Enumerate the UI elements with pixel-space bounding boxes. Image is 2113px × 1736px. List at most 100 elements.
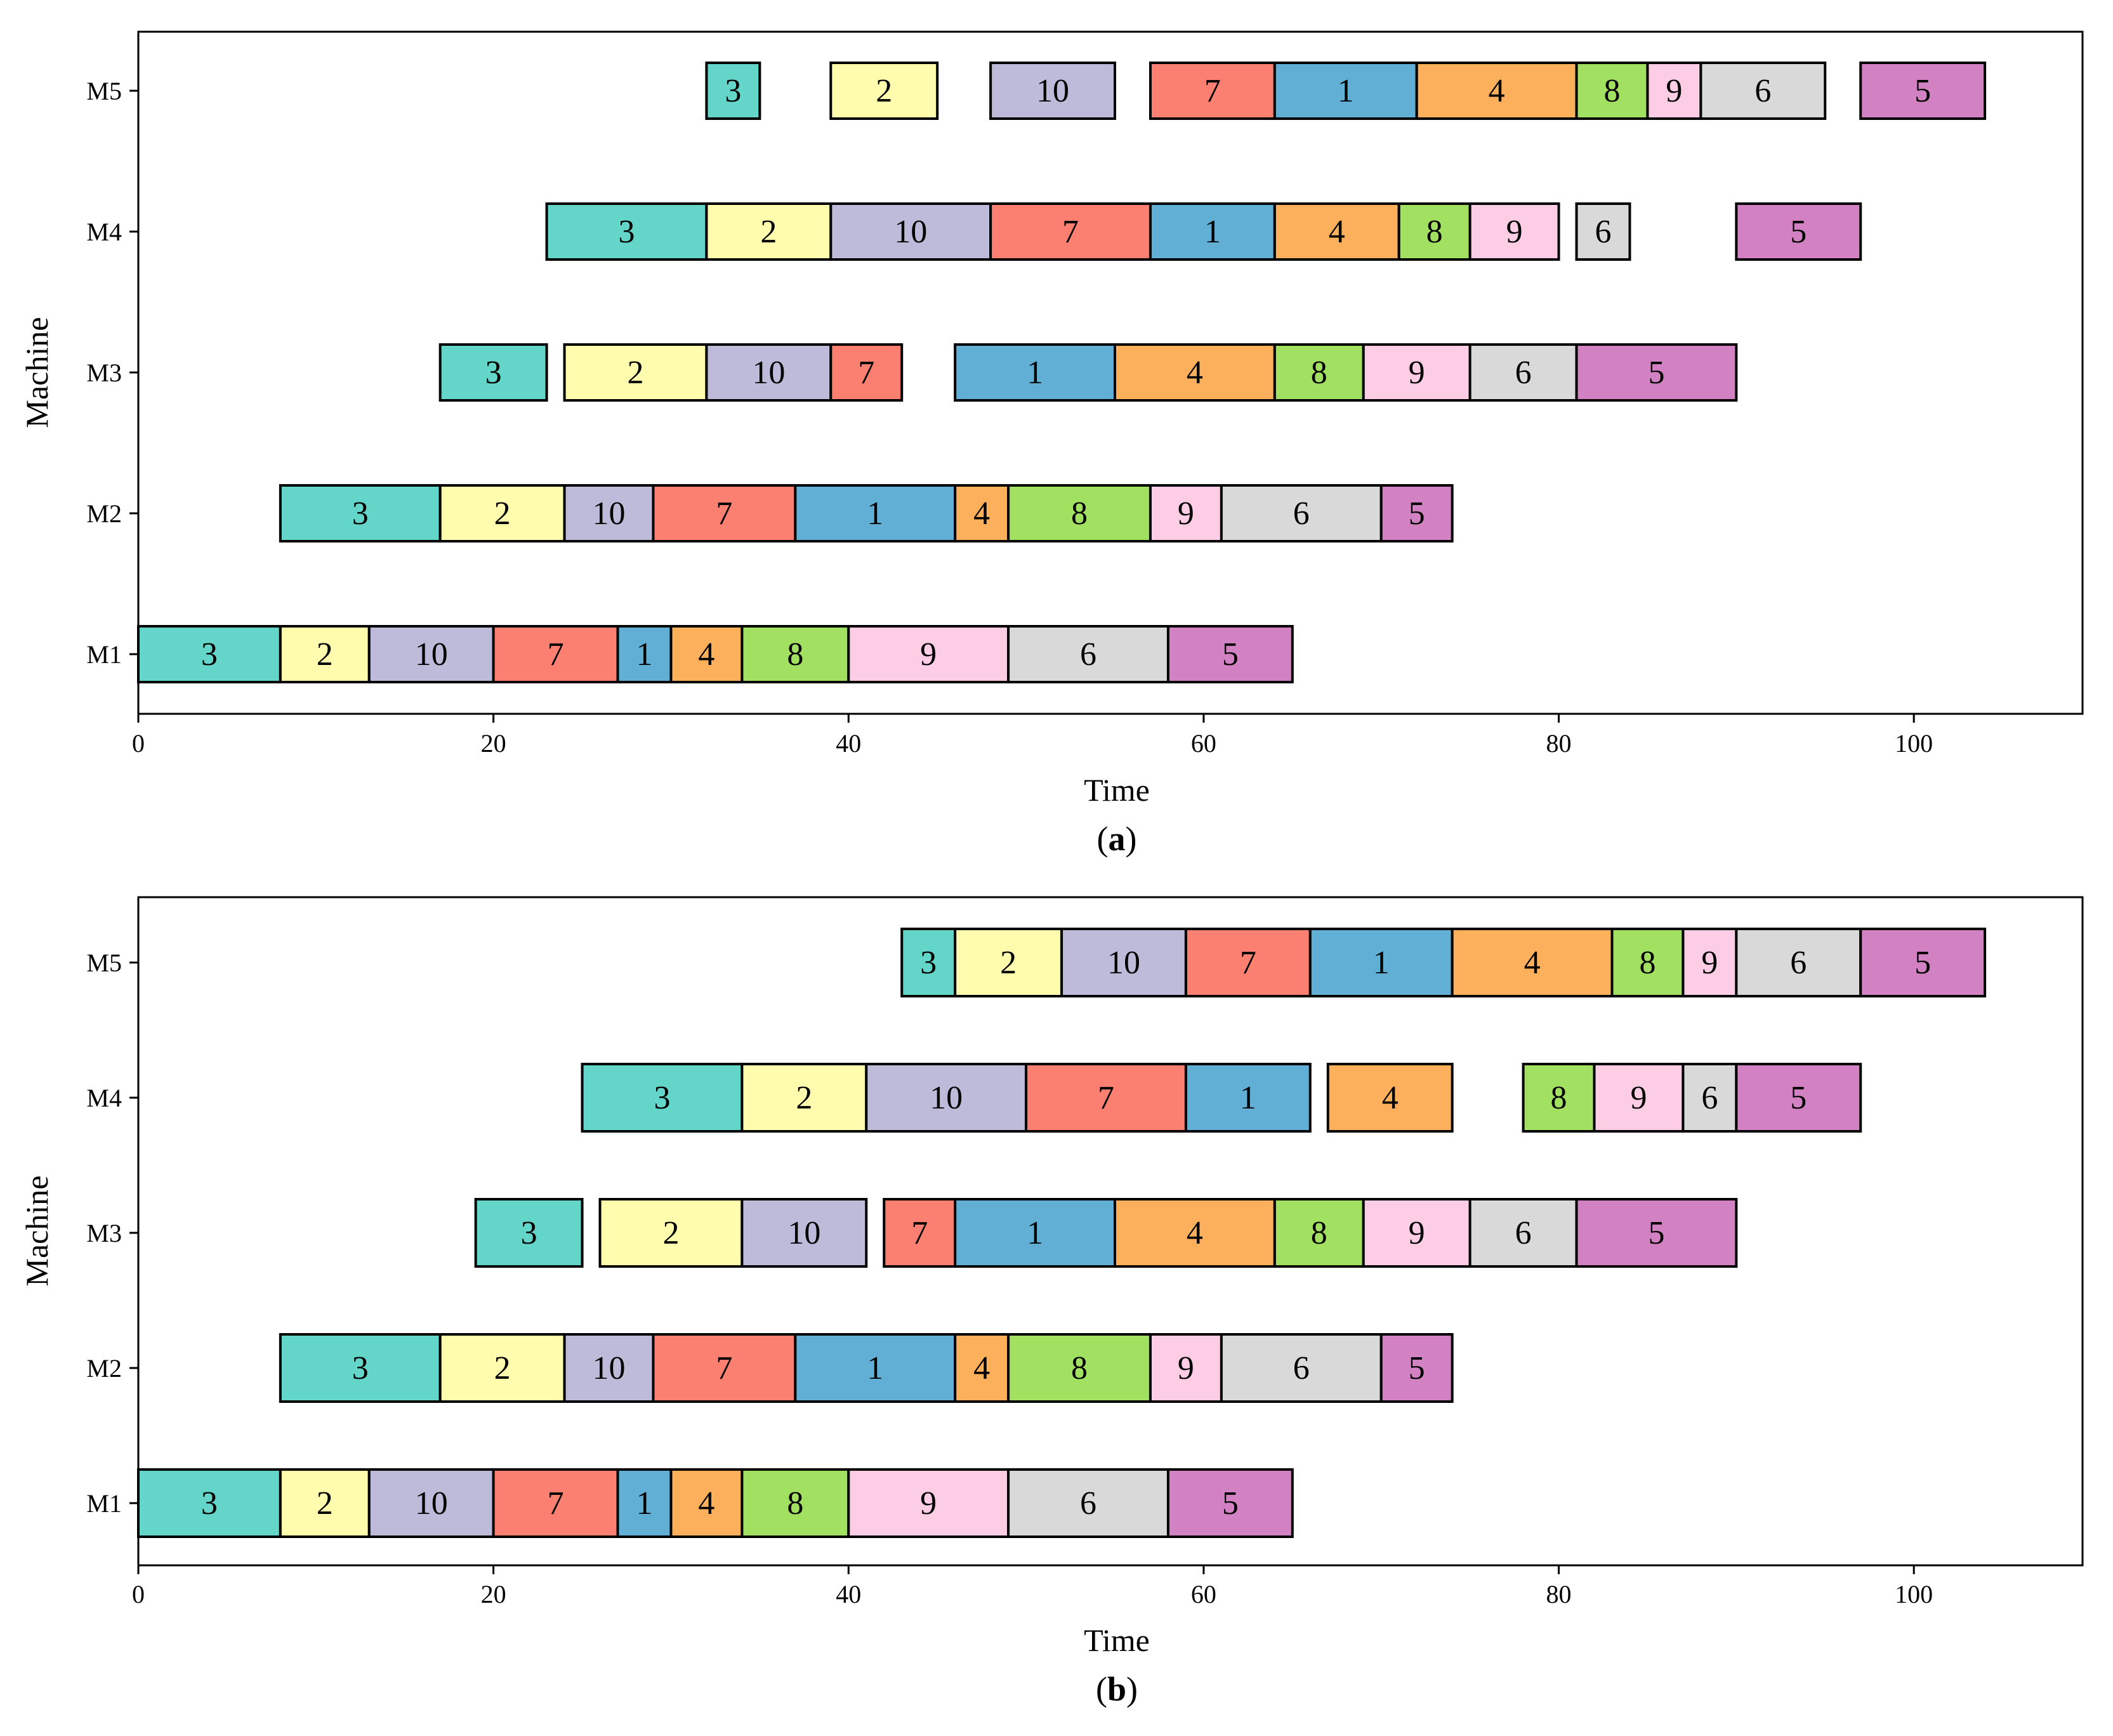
gantt-bar bbox=[438, 484, 566, 542]
gantt-bar bbox=[741, 1468, 850, 1538]
gantt-bar bbox=[900, 928, 957, 997]
gantt-bar-label: 2 bbox=[627, 355, 643, 391]
gantt-bar bbox=[563, 343, 708, 402]
gantt-bar-label: 6 bbox=[1293, 1350, 1310, 1386]
gantt-bar bbox=[1735, 202, 1862, 261]
gantt-bar bbox=[883, 1198, 957, 1268]
gantt-bar-label: 9 bbox=[1178, 1350, 1194, 1386]
gantt-bar-label: 10 bbox=[930, 1080, 963, 1116]
gantt-bar-label: 8 bbox=[1603, 73, 1620, 109]
gantt-bar bbox=[1379, 484, 1454, 542]
gantt-bar-label: 1 bbox=[867, 1350, 883, 1386]
gantt-bar bbox=[847, 625, 1010, 683]
gantt-bar-label: 10 bbox=[1107, 945, 1140, 981]
gantt-bar bbox=[474, 1198, 584, 1268]
gantt-bar bbox=[438, 343, 548, 402]
gantt-bar-label: 5 bbox=[1790, 1080, 1807, 1116]
gantt-bar-label: 10 bbox=[752, 355, 785, 391]
gantt-bar-label: 9 bbox=[1506, 214, 1523, 250]
gantt-bar-label: 1 bbox=[636, 636, 652, 673]
gantt-bar bbox=[1575, 202, 1631, 261]
gantt-bar-label: 1 bbox=[1338, 73, 1354, 109]
gantt-bar bbox=[829, 343, 904, 402]
chart-panel-b: 0 20 40 60 80 100 M1 M2 M3 M4 M5 3 2 10 7 1 4 8 9 6 5 3 2 10 7 1 4… bbox=[19, 896, 2084, 1708]
gantt-bar-label: 6 bbox=[1515, 355, 1532, 391]
gantt-bar bbox=[1060, 928, 1187, 997]
gantt-bar-label: 5 bbox=[1222, 1485, 1239, 1522]
gantt-bar-label: 1 bbox=[636, 1485, 652, 1522]
gantt-bar-label: 3 bbox=[521, 1215, 537, 1251]
gantt-bar bbox=[1646, 62, 1702, 120]
gantt-bar-label: 1 bbox=[1027, 355, 1043, 391]
gantt-bar-label: 2 bbox=[317, 636, 333, 673]
gantt-bar-label: 1 bbox=[1373, 945, 1390, 981]
gantt-bar-label: 7 bbox=[548, 1485, 564, 1522]
y-axis-label: Machine bbox=[19, 1176, 55, 1287]
gantt-bar-label: 5 bbox=[1409, 1350, 1425, 1386]
gantt-bar-label: 2 bbox=[796, 1080, 812, 1116]
gantt-bar-label: 7 bbox=[858, 355, 874, 391]
gantt-bar-label: 6 bbox=[1790, 945, 1807, 981]
x-tick-label: 0 bbox=[132, 729, 145, 758]
gantt-bar bbox=[669, 625, 744, 683]
gantt-bar-label: 3 bbox=[485, 355, 502, 391]
gantt-bar-label: 6 bbox=[1080, 636, 1096, 673]
gantt-bar bbox=[794, 484, 957, 542]
gantt-bar bbox=[1362, 343, 1471, 402]
x-tick-label: 80 bbox=[1546, 729, 1572, 758]
gantt-bar-label: 4 bbox=[1382, 1080, 1399, 1116]
gantt-bar-label: 3 bbox=[725, 73, 741, 109]
plot-frame bbox=[137, 896, 2084, 1567]
x-axis-label: Time bbox=[1084, 772, 1150, 808]
gantt-bar-label: 1 bbox=[1027, 1215, 1043, 1251]
y-tick-label: M4 bbox=[86, 1084, 122, 1112]
gantt-bar-label: 3 bbox=[201, 636, 218, 673]
x-tick-label: 20 bbox=[481, 729, 506, 758]
gantt-bar-label: 6 bbox=[1515, 1215, 1532, 1251]
gantt-bar bbox=[1859, 62, 1987, 120]
y-tick-label: M2 bbox=[86, 499, 122, 528]
gantt-bar bbox=[1468, 343, 1578, 402]
gantt-bar-label: 4 bbox=[1489, 73, 1505, 109]
gantt-bar bbox=[705, 62, 761, 120]
y-axis-label: Machine bbox=[19, 317, 55, 428]
gantt-bar bbox=[279, 1333, 442, 1403]
gantt-bar bbox=[1149, 484, 1223, 542]
gantt-bar bbox=[705, 343, 833, 402]
x-tick-label: 60 bbox=[1191, 729, 1216, 758]
x-tick-label: 40 bbox=[836, 729, 861, 758]
gantt-bar-label: 3 bbox=[618, 214, 635, 250]
x-axis-label: Time bbox=[1084, 1622, 1150, 1658]
gantt-bar-label: 6 bbox=[1701, 1080, 1718, 1116]
gantt-bar bbox=[1397, 202, 1471, 261]
gantt-bar bbox=[954, 484, 1010, 542]
gantt-bar-label: 9 bbox=[1666, 73, 1682, 109]
gantt-bar bbox=[1273, 202, 1400, 261]
x-tick-label: 0 bbox=[132, 1580, 145, 1608]
gantt-bar bbox=[1522, 1063, 1596, 1133]
gantt-bar bbox=[1184, 928, 1312, 997]
gantt-bar-label: 2 bbox=[494, 1350, 511, 1386]
gantt-bar-label: 5 bbox=[1914, 945, 1931, 981]
gantt-bar bbox=[954, 1333, 1010, 1403]
y-tick-label: M5 bbox=[86, 949, 122, 977]
gantt-bar bbox=[847, 1468, 1010, 1538]
gantt-bar-label: 1 bbox=[1240, 1080, 1256, 1116]
gantt-bar-label: 5 bbox=[1914, 73, 1931, 109]
gantt-bar-label: 8 bbox=[1551, 1080, 1567, 1116]
gantt-bar bbox=[829, 62, 939, 120]
gantt-bar-label: 2 bbox=[1000, 945, 1017, 981]
gantt-bar bbox=[1184, 1063, 1312, 1133]
x-tick-label: 20 bbox=[481, 1580, 506, 1608]
gantt-bar bbox=[1007, 484, 1152, 542]
gantt-bar bbox=[279, 1468, 371, 1538]
gantt-bar-label: 2 bbox=[876, 73, 892, 109]
gantt-bar bbox=[989, 62, 1116, 120]
gantt-bar bbox=[563, 1333, 655, 1403]
gantt-bar bbox=[741, 1198, 868, 1268]
x-tick-label: 60 bbox=[1191, 1580, 1216, 1608]
gantt-bar bbox=[1468, 202, 1560, 261]
gantt-bar bbox=[652, 1333, 797, 1403]
gantt-bar-label: 4 bbox=[698, 636, 714, 673]
